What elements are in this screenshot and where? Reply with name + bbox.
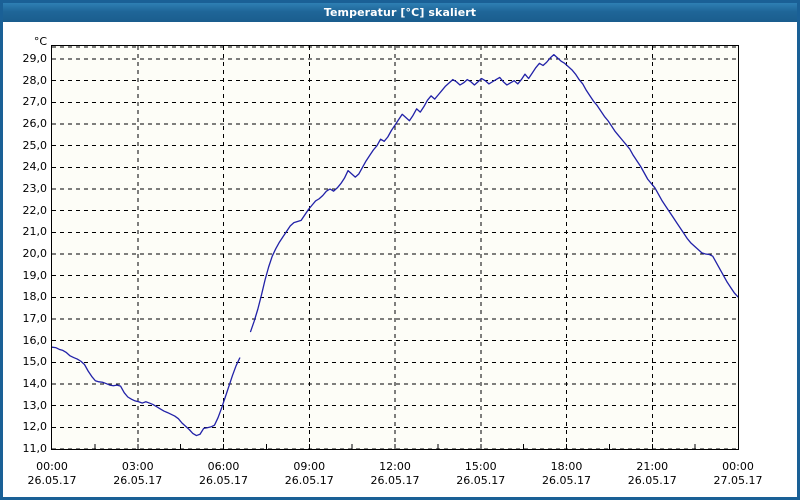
x-axis-tick-label: 09:00 26.05.17 bbox=[269, 460, 349, 488]
chart-canvas: °C 29,0 28,0 27,0 26,0 25,0 24,0 23,0 22,0 21,0 2… bbox=[3, 22, 797, 497]
x-axis-tick-date: 27.05.17 bbox=[713, 474, 763, 487]
y-axis-tick-label: 13,0 bbox=[22, 398, 48, 412]
y-axis-tick-label: 15,0 bbox=[22, 355, 48, 369]
x-axis-tick-time: 12:00 bbox=[379, 460, 411, 473]
x-axis-tick-labels: 00:00 26.05.17 03:00 26.05.17 06:00 26.05.17 0… bbox=[3, 454, 797, 496]
x-axis-tick-time: 18:00 bbox=[550, 460, 583, 473]
y-axis-tick-label: 29,0 bbox=[22, 52, 48, 65]
y-axis-tick-label: 24,0 bbox=[22, 160, 48, 174]
y-axis-tick-label: 25,0 bbox=[22, 138, 48, 152]
x-axis-tick-time: 00:00 bbox=[722, 460, 754, 473]
x-axis-tick-date: 26.05.17 bbox=[627, 474, 677, 487]
y-axis-tick-label: 23,0 bbox=[22, 182, 48, 195]
y-axis-tick-label: 14,0 bbox=[22, 377, 48, 390]
temperature-line-segment bbox=[52, 346, 241, 437]
x-axis-tick-label: 03:00 26.05.17 bbox=[98, 460, 178, 488]
y-axis-tick-labels: 29,0 28,0 27,0 26,0 25,0 24,0 23,0 22,0 21,0 20,0… bbox=[3, 45, 48, 454]
grid-lines bbox=[52, 46, 738, 449]
y-axis-tick-label: 16,0 bbox=[22, 333, 48, 347]
y-axis-unit-label: °C bbox=[33, 35, 47, 48]
y-axis-tick-label: 11,0 bbox=[22, 442, 48, 455]
x-axis-tick-date: 26.05.17 bbox=[370, 474, 420, 487]
x-axis-tick-label: 00:00 26.05.17 bbox=[12, 460, 92, 488]
x-axis-tick-label: 21:00 26.05.17 bbox=[612, 460, 692, 488]
y-axis-tick-label: 26,0 bbox=[22, 117, 48, 130]
y-axis-tick-label: 19,0 bbox=[22, 268, 48, 282]
x-axis-tick-date: 26.05.17 bbox=[113, 474, 163, 487]
x-axis-tick-date: 26.05.17 bbox=[456, 474, 506, 487]
x-axis-tick-label: 18:00 26.05.17 bbox=[527, 460, 607, 488]
x-axis-tick-date: 26.05.17 bbox=[542, 474, 591, 487]
x-axis-tick-label: 15:00 26.05.17 bbox=[441, 460, 521, 488]
temperature-series bbox=[52, 54, 738, 437]
x-axis-tick-time: 21:00 bbox=[636, 460, 669, 473]
x-axis-tick-date: 26.05.17 bbox=[284, 474, 334, 487]
y-axis-tick-label: 20,0 bbox=[22, 247, 48, 260]
x-axis-tick-time: 15:00 bbox=[464, 460, 497, 473]
x-axis-tick-date: 26.05.17 bbox=[199, 474, 248, 487]
y-axis-tick-label: 21,0 bbox=[22, 225, 48, 239]
x-axis-tick-label: 06:00 26.05.17 bbox=[184, 460, 264, 488]
x-axis-tick-time: 09:00 bbox=[293, 460, 326, 473]
x-axis-tick-label: 12:00 26.05.17 bbox=[355, 460, 435, 488]
page-title: Temperatur [°C] skaliert bbox=[323, 6, 477, 19]
y-axis-tick-label: 18,0 bbox=[22, 290, 48, 304]
y-axis-tick-label: 28,0 bbox=[22, 73, 48, 87]
window-title-bar: Temperatur [°C] skaliert bbox=[3, 3, 797, 22]
y-axis-tick-label: 22,0 bbox=[22, 203, 48, 217]
x-axis-tick-time: 03:00 bbox=[121, 460, 154, 473]
y-axis-tick-label: 27,0 bbox=[22, 95, 48, 109]
x-axis-tick-time: 06:00 bbox=[207, 460, 240, 473]
plot-area bbox=[51, 45, 739, 450]
x-axis-tick-label: 00:00 27.05.17 bbox=[698, 460, 778, 488]
y-axis-tick-label: 17,0 bbox=[22, 312, 48, 325]
x-axis-tick-date: 26.05.17 bbox=[27, 474, 77, 487]
x-axis-tick-time: 00:00 bbox=[36, 460, 68, 473]
temperature-line-segment bbox=[249, 54, 738, 333]
y-axis-tick-label: 12,0 bbox=[22, 420, 48, 434]
